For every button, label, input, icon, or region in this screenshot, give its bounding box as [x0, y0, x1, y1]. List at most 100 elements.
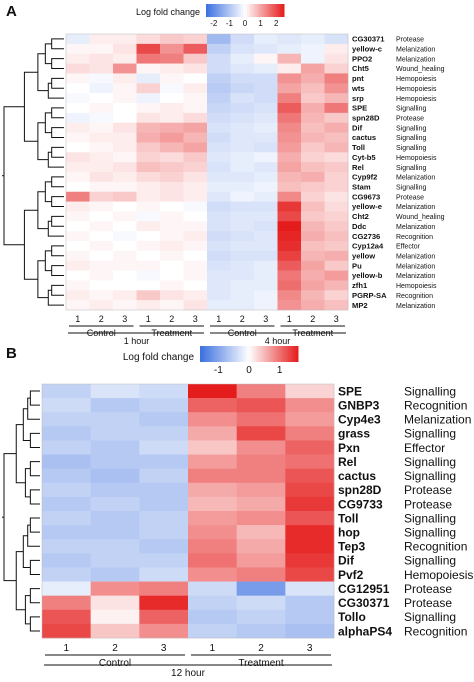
heatmap-cell — [113, 93, 137, 104]
heatmap-cell — [66, 152, 90, 163]
dendrogram-branch — [51, 58, 64, 69]
gene-label: Cht2 — [352, 212, 369, 221]
heatmap-cell — [90, 398, 140, 413]
heatmap-cell — [136, 152, 161, 163]
category-label: Hemopoiesis — [404, 568, 473, 582]
heatmap-cell — [136, 83, 161, 94]
heatmap-cell — [90, 581, 140, 596]
heatmap-cell — [207, 63, 231, 74]
heatmap-cell — [66, 103, 90, 114]
category-label: Protease — [404, 497, 452, 511]
heatmap-cell — [42, 595, 91, 611]
heatmap-cell — [207, 53, 231, 64]
time-label: 12 hour — [171, 668, 206, 679]
heatmap-cell — [183, 241, 208, 252]
heatmap-cell — [277, 103, 302, 114]
heatmap-cell — [277, 34, 302, 45]
heatmap-cell — [324, 63, 349, 74]
heatmap-cell — [236, 623, 286, 639]
heatmap-cell — [188, 398, 237, 413]
gene-label: Rel — [352, 163, 364, 172]
gene-label: Pxn — [338, 441, 360, 455]
category-label: Signalling — [404, 384, 456, 398]
heatmap-cell — [89, 142, 114, 153]
heatmap-cell — [89, 132, 114, 143]
colorbar-swatch — [211, 4, 215, 17]
heatmap-cell — [285, 482, 335, 498]
heatmap-cell — [183, 162, 208, 173]
heatmap-cell — [160, 300, 184, 311]
heatmap-cell — [66, 93, 90, 104]
heatmap-cell — [207, 132, 231, 143]
heatmap-cell — [66, 300, 90, 311]
heatmap-cell — [188, 581, 237, 596]
heatmap-cell — [89, 93, 114, 104]
heatmap-cell — [42, 539, 91, 554]
gene-label: cactus — [338, 469, 376, 483]
heatmap-cell — [136, 132, 161, 143]
colorbar-swatch — [225, 4, 228, 17]
gene-label: Cyp9f2 — [352, 173, 377, 182]
heatmap-cell — [160, 250, 184, 262]
heatmap-cell — [254, 103, 278, 114]
heatmap-cell — [207, 241, 231, 252]
heatmap-cell — [89, 280, 114, 291]
column-tick-label: 3 — [263, 314, 268, 324]
gene-label: Tep3 — [338, 540, 365, 554]
category-label: Melanization — [396, 56, 435, 63]
colorbar-swatch — [276, 4, 279, 17]
heatmap-cell — [89, 211, 114, 222]
heatmap-cell — [160, 290, 184, 301]
heatmap-cell — [89, 300, 114, 311]
heatmap-cell — [236, 384, 286, 399]
heatmap-cell — [301, 201, 325, 212]
heatmap-cell — [285, 398, 335, 413]
column-tick-label: 1 — [146, 314, 151, 324]
heatmap-cell — [89, 63, 114, 74]
heatmap-cell — [207, 211, 231, 222]
heatmap-cell — [160, 181, 184, 193]
column-tick-label: 2 — [99, 314, 104, 324]
heatmap-cell — [277, 270, 302, 281]
heatmap-cell — [139, 440, 189, 455]
heatmap-cell — [230, 211, 255, 222]
heatmap-cell — [66, 201, 90, 212]
heatmap-cell — [160, 122, 184, 133]
column-tick-label: 3 — [193, 314, 198, 324]
colorbar-swatch — [283, 346, 287, 362]
colorbar-swatch — [241, 346, 245, 362]
heatmap-cell — [207, 260, 231, 271]
heatmap-cell — [136, 162, 161, 173]
colorbar-swatch — [246, 4, 250, 17]
heatmap-cell — [139, 525, 189, 540]
heatmap-cell — [66, 270, 90, 281]
heatmap-cell — [324, 241, 349, 252]
heatmap-cell — [285, 496, 335, 512]
heatmap-cell — [136, 270, 161, 281]
gene-label: pnt — [352, 74, 364, 83]
heatmap-cell — [136, 43, 161, 55]
heatmap-cell — [230, 43, 255, 55]
heatmap-cell — [66, 162, 90, 173]
heatmap-cell — [139, 581, 189, 596]
heatmap-cell — [139, 412, 189, 427]
heatmap-cell — [277, 83, 302, 94]
colorbar-swatch — [244, 346, 248, 362]
heatmap-cell — [90, 412, 140, 427]
heatmap-cell — [160, 191, 184, 202]
gene-label: CG12951 — [338, 582, 390, 596]
dendrogram-branch — [51, 176, 64, 188]
colorbar-swatch — [248, 4, 252, 17]
heatmap-cell — [89, 260, 114, 271]
dendrogram-branch — [15, 551, 26, 611]
colorbar-swatch — [204, 346, 208, 362]
heatmap-cell — [230, 83, 255, 94]
heatmap-cell — [301, 241, 325, 252]
heatmap-cell — [236, 511, 286, 526]
heatmap-cell — [230, 142, 255, 153]
heatmap-cell — [207, 191, 231, 202]
column-tick-label: 2 — [310, 314, 315, 324]
heatmap-cell — [230, 231, 255, 242]
colorbar-swatch — [266, 4, 269, 17]
